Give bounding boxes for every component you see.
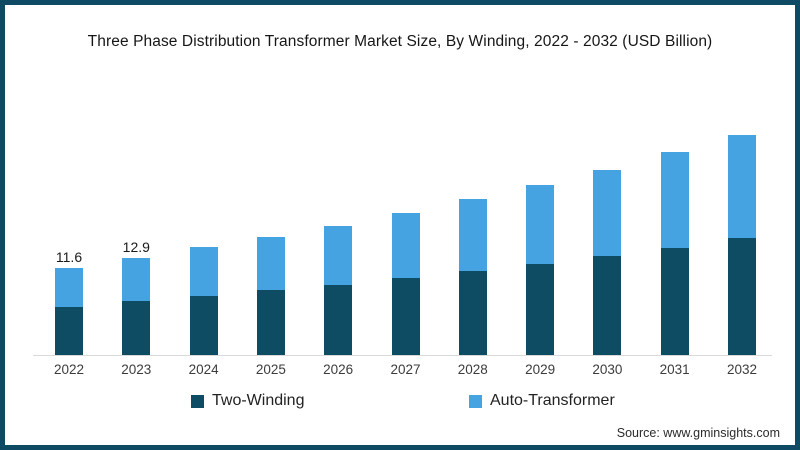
x-tick-2026: 2026 <box>323 362 354 377</box>
bar-segment-two-winding-2024 <box>189 295 218 355</box>
legend-swatch-auto-transformer-icon <box>469 394 482 408</box>
bar-segment-two-winding-2029 <box>526 263 555 355</box>
bar-segment-two-winding-2026 <box>324 284 353 355</box>
bar-segment-two-winding-2030 <box>593 256 622 355</box>
bar-segment-auto-transformer-2030 <box>593 169 622 256</box>
x-tick-2023: 2023 <box>121 362 152 377</box>
bar-segment-two-winding-2027 <box>391 277 420 355</box>
bar-segment-auto-transformer-2026 <box>324 226 353 285</box>
bar-2022: 11.6 <box>55 249 83 355</box>
x-tick-2024: 2024 <box>188 362 219 377</box>
bar-2032 <box>728 134 756 355</box>
bar-2030 <box>593 169 622 355</box>
legend-label-two-winding: Two-Winding <box>212 392 305 409</box>
bar-segment-two-winding-2022 <box>55 307 83 355</box>
bar-segment-two-winding-2031 <box>660 247 689 355</box>
chart-title: Three Phase Distribution Transformer Mar… <box>87 33 713 50</box>
bar-segment-auto-transformer-2032 <box>728 134 756 238</box>
x-tick-2028: 2028 <box>457 362 488 377</box>
bar-segment-auto-transformer-2028 <box>458 199 487 271</box>
x-tick-2029: 2029 <box>525 362 556 377</box>
x-axis-line <box>33 355 772 356</box>
bar-2025 <box>256 236 285 355</box>
bar-2023: 12.9 <box>122 239 151 355</box>
source-attribution: Source: www.gminsights.com <box>616 426 780 440</box>
legend-swatch-two-winding-icon <box>191 394 204 408</box>
bar-segment-auto-transformer-2031 <box>660 151 689 248</box>
bar-segment-auto-transformer-2027 <box>391 213 420 278</box>
legend-item-auto-transformer: Auto-Transformer <box>469 392 615 410</box>
x-tick-2031: 2031 <box>659 362 690 377</box>
x-tick-2025: 2025 <box>255 362 286 377</box>
x-tick-2022: 2022 <box>53 362 85 377</box>
bar-segment-two-winding-2023 <box>122 301 151 355</box>
bar-segment-auto-transformer-2029 <box>526 184 555 264</box>
bar-segment-auto-transformer-2023 <box>122 258 151 301</box>
bar-segment-two-winding-2032 <box>728 238 756 355</box>
legend-item-two-winding: Two-Winding <box>191 392 304 410</box>
bar-2029 <box>526 184 555 355</box>
x-tick-2032: 2032 <box>726 362 758 377</box>
bar-total-label-2022: 11.6 <box>55 249 83 265</box>
bar-2027 <box>391 213 420 355</box>
bar-segment-auto-transformer-2025 <box>256 236 285 290</box>
bar-segment-two-winding-2025 <box>256 289 285 355</box>
x-tick-2027: 2027 <box>390 362 421 377</box>
bar-segment-two-winding-2028 <box>458 271 487 355</box>
bar-segment-auto-transformer-2022 <box>55 268 83 307</box>
x-tick-2030: 2030 <box>592 362 623 377</box>
bar-2026 <box>324 226 353 355</box>
plot-area: 11.6 2022 12.9 2023 2024 2025 2026 2027 2028 2029… <box>5 5 795 445</box>
bar-2028 <box>458 199 487 355</box>
bar-total-label-2023: 12.9 <box>122 239 150 256</box>
bar-2024 <box>189 247 218 355</box>
legend-label-auto-transformer: Auto-Transformer <box>490 392 615 409</box>
bar-2031 <box>660 151 689 355</box>
bar-segment-auto-transformer-2024 <box>189 247 218 296</box>
